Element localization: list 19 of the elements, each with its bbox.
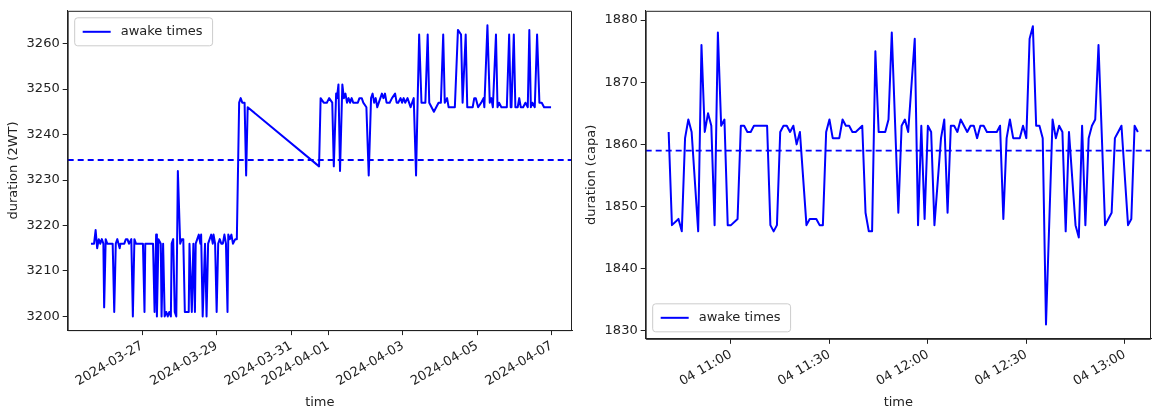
y-tick-label: 3200 [26,307,60,323]
legend-label: awake times [120,23,203,39]
legend-label: awake times [698,309,781,325]
y-tick-label: 3230 [26,171,60,187]
y-tick-label: 1860 [604,135,638,151]
x-axis-title: time [883,393,914,409]
y-tick-label: 3260 [26,34,60,50]
y-tick-label: 3240 [26,125,60,141]
y-tick-label: 1870 [604,73,638,89]
y-tick-label: 3220 [26,216,60,232]
y-tick-label: 3250 [26,80,60,96]
y-tick-label: 1840 [604,259,638,275]
y-tick-label: 3210 [26,262,60,278]
x-axis-title: time [305,393,335,409]
y-tick-label: 1830 [604,322,638,338]
y-tick-label: 1880 [604,11,638,27]
y-tick-label: 1850 [604,197,638,213]
y-axis-title: duration (2WT) [5,121,21,220]
y-axis-title: duration (capa) [583,124,599,225]
